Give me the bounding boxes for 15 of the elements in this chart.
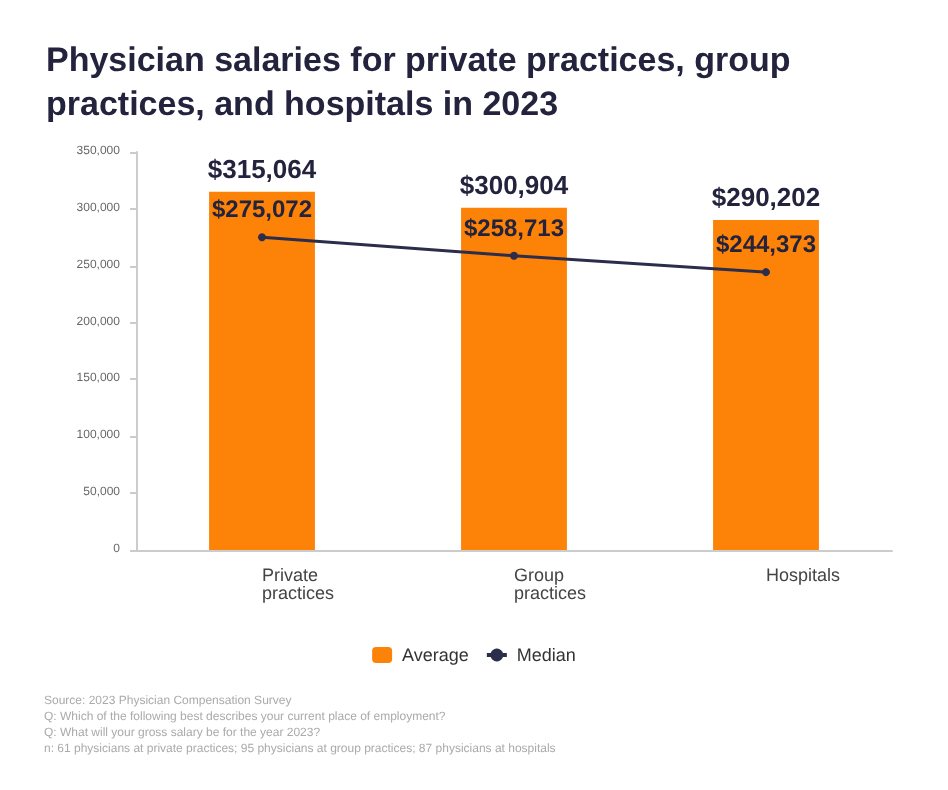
x-tick-label: Group practices — [514, 565, 588, 603]
legend-label: Median — [516, 645, 576, 665]
point — [258, 233, 266, 242]
x-tick-label: Private practices — [262, 565, 336, 603]
legend-label: Average — [402, 645, 469, 665]
point — [762, 268, 770, 277]
data-label: $290,202 — [711, 182, 821, 212]
data-label: $315,064 — [207, 153, 318, 184]
data-label: $275,072 — [211, 195, 313, 224]
x-tick-label: Hospitals — [766, 565, 842, 585]
data-label: $244,373 — [715, 230, 817, 259]
data-label: $258,713 — [463, 213, 565, 242]
data-label: $300,904 — [459, 169, 570, 200]
chart-title: Physician salaries for private practices, group practices, and hospitals in 2023 — [46, 41, 800, 123]
point — [510, 251, 518, 260]
